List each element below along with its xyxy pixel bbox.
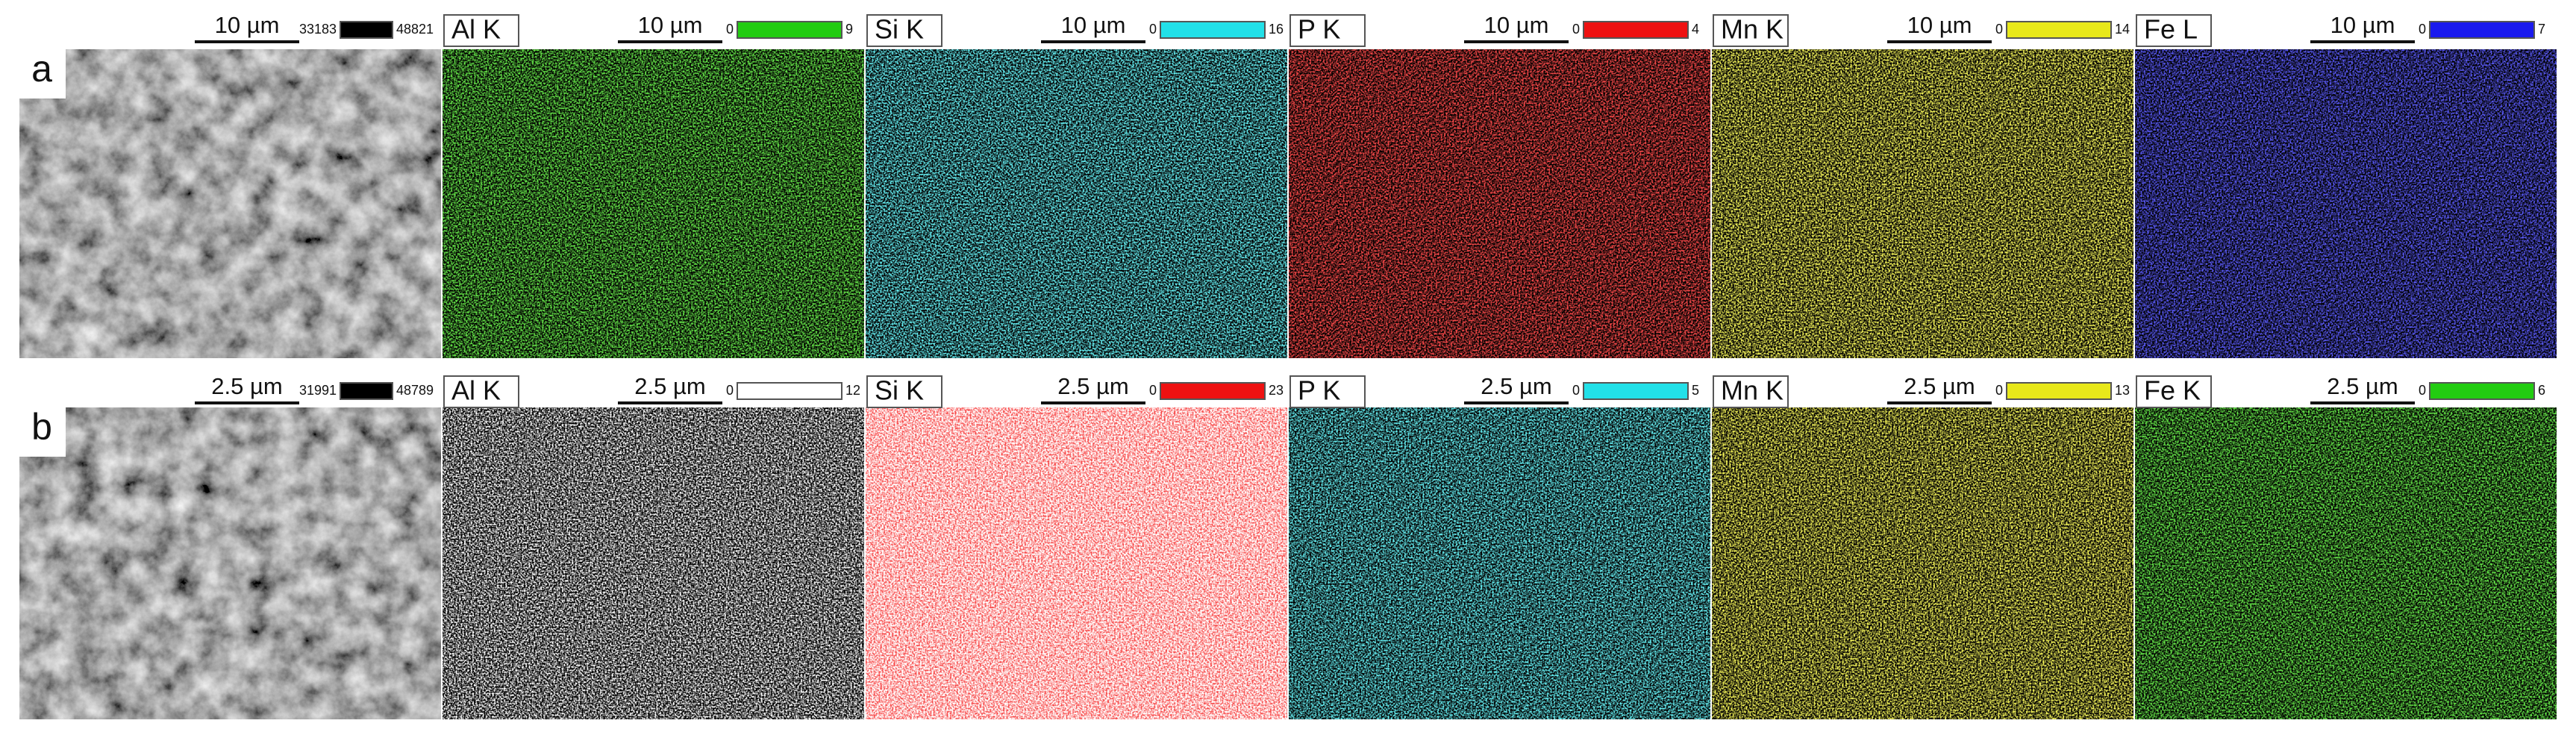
map-background — [443, 49, 864, 358]
colorbar — [340, 382, 393, 400]
colorbar — [2429, 21, 2535, 39]
colorbar — [1160, 382, 1266, 400]
row-label-box — [19, 404, 66, 457]
colorbar-max: 48789 — [396, 383, 434, 398]
colorbar-min: 0 — [1995, 383, 2003, 398]
element-label-box — [2136, 14, 2212, 47]
scale-label: 2.5 µm — [211, 373, 282, 399]
element-label: Al K — [451, 14, 501, 45]
colorbar — [1160, 21, 1266, 39]
element-label: Fe K — [2144, 375, 2201, 406]
sem-image — [19, 49, 441, 358]
colorbar-min: 0 — [726, 22, 734, 37]
scale-label: 2.5 µm — [1904, 373, 1975, 399]
scale-label: 10 µm — [215, 12, 280, 38]
element-label: Si K — [875, 375, 924, 406]
colorbar — [1583, 382, 1689, 400]
colorbar — [340, 21, 393, 39]
element-label: Fe L — [2144, 14, 2198, 45]
map-background — [866, 407, 1287, 719]
element-label-box — [1289, 375, 1366, 408]
map-background — [2135, 49, 2557, 358]
scale-label: 10 µm — [1907, 12, 1972, 38]
map-background — [443, 407, 864, 719]
element-label-box — [1713, 375, 1789, 408]
map-background — [1712, 49, 2133, 358]
colorbar — [2006, 21, 2112, 39]
element-label: Mn K — [1721, 14, 1783, 45]
element-label: P K — [1298, 14, 1340, 45]
colorbar-min: 31991 — [299, 383, 337, 398]
row-label: a — [31, 48, 52, 90]
map-background — [1289, 49, 1710, 358]
colorbar-min: 0 — [1572, 383, 1580, 398]
element-label-box — [866, 375, 942, 408]
scale-label: 10 µm — [638, 12, 703, 38]
colorbar-max: 48821 — [396, 22, 434, 37]
map-background — [1712, 407, 2133, 719]
colorbar-min: 33183 — [299, 22, 337, 37]
colorbar-max: 9 — [845, 22, 853, 37]
colorbar — [2429, 382, 2535, 400]
colorbar-max: 13 — [2115, 383, 2130, 398]
scale-label: 2.5 µm — [1057, 373, 1128, 399]
element-label: Si K — [875, 14, 924, 45]
element-label: Mn K — [1721, 375, 1783, 406]
element-label: P K — [1298, 375, 1340, 406]
scale-label: 2.5 µm — [634, 373, 705, 399]
colorbar — [737, 382, 842, 400]
colorbar-max: 12 — [845, 383, 860, 398]
colorbar-min: 0 — [726, 383, 734, 398]
colorbar-min: 0 — [1995, 22, 2003, 37]
scale-label: 10 µm — [2330, 12, 2395, 38]
map-background — [1289, 407, 1710, 719]
element-label-box — [1713, 14, 1789, 47]
colorbar-max: 23 — [1269, 383, 1284, 398]
colorbar — [1583, 21, 1689, 39]
colorbar-min: 0 — [2419, 383, 2426, 398]
element-label-box — [443, 375, 519, 408]
colorbar-max: 7 — [2538, 22, 2545, 37]
colorbar — [737, 21, 842, 39]
element-label-box — [2136, 375, 2212, 408]
sem-image — [19, 407, 441, 719]
scale-label: 2.5 µm — [1481, 373, 1551, 399]
colorbar-max: 4 — [1692, 22, 1699, 37]
colorbar-min: 0 — [1149, 383, 1157, 398]
map-background — [2135, 407, 2557, 719]
colorbar — [2006, 382, 2112, 400]
map-background — [866, 49, 1287, 358]
row-label: b — [31, 406, 52, 448]
colorbar-min: 0 — [1572, 22, 1580, 37]
colorbar-min: 0 — [2419, 22, 2426, 37]
colorbar-min: 0 — [1149, 22, 1157, 37]
colorbar-max: 14 — [2115, 22, 2130, 37]
colorbar-max: 5 — [1692, 383, 1699, 398]
scale-label: 10 µm — [1061, 12, 1126, 38]
scale-label: 2.5 µm — [2327, 373, 2398, 399]
colorbar-max: 16 — [1269, 22, 1284, 37]
row-label-box — [19, 46, 66, 98]
element-label-box — [443, 14, 519, 47]
element-label: Al K — [451, 375, 501, 406]
scale-label: 10 µm — [1484, 12, 1549, 38]
element-label-box — [866, 14, 942, 47]
colorbar-max: 6 — [2538, 383, 2545, 398]
element-label-box — [1289, 14, 1366, 47]
